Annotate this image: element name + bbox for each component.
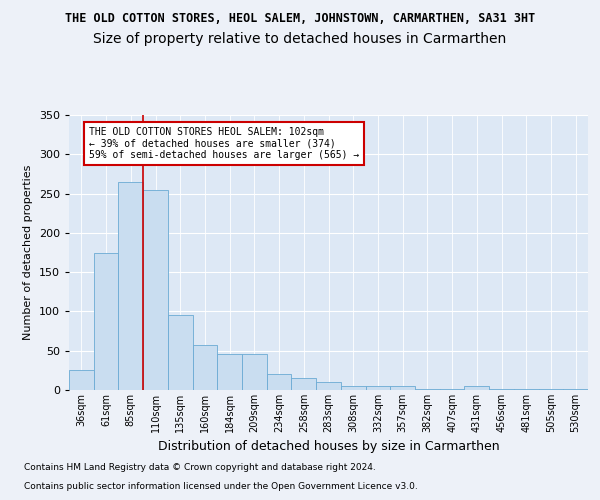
- X-axis label: Distribution of detached houses by size in Carmarthen: Distribution of detached houses by size …: [158, 440, 499, 454]
- Bar: [292, 378, 316, 390]
- Bar: [193, 345, 217, 390]
- Text: THE OLD COTTON STORES, HEOL SALEM, JOHNSTOWN, CARMARTHEN, SA31 3HT: THE OLD COTTON STORES, HEOL SALEM, JOHNS…: [65, 12, 535, 26]
- Text: Size of property relative to detached houses in Carmarthen: Size of property relative to detached ho…: [94, 32, 506, 46]
- Bar: [94, 252, 118, 390]
- Bar: [415, 389, 440, 390]
- Bar: [69, 370, 94, 390]
- Bar: [440, 389, 464, 390]
- Bar: [514, 389, 539, 390]
- Bar: [365, 386, 390, 390]
- Bar: [242, 354, 267, 390]
- Bar: [267, 374, 292, 390]
- Bar: [341, 386, 365, 390]
- Bar: [489, 389, 514, 390]
- Bar: [217, 354, 242, 390]
- Bar: [118, 182, 143, 390]
- Bar: [168, 316, 193, 390]
- Bar: [390, 386, 415, 390]
- Text: Contains HM Land Registry data © Crown copyright and database right 2024.: Contains HM Land Registry data © Crown c…: [24, 464, 376, 472]
- Bar: [464, 386, 489, 390]
- Bar: [316, 382, 341, 390]
- Y-axis label: Number of detached properties: Number of detached properties: [23, 165, 33, 340]
- Bar: [563, 389, 588, 390]
- Text: Contains public sector information licensed under the Open Government Licence v3: Contains public sector information licen…: [24, 482, 418, 491]
- Text: THE OLD COTTON STORES HEOL SALEM: 102sqm
← 39% of detached houses are smaller (3: THE OLD COTTON STORES HEOL SALEM: 102sqm…: [89, 127, 359, 160]
- Bar: [539, 389, 563, 390]
- Bar: [143, 190, 168, 390]
